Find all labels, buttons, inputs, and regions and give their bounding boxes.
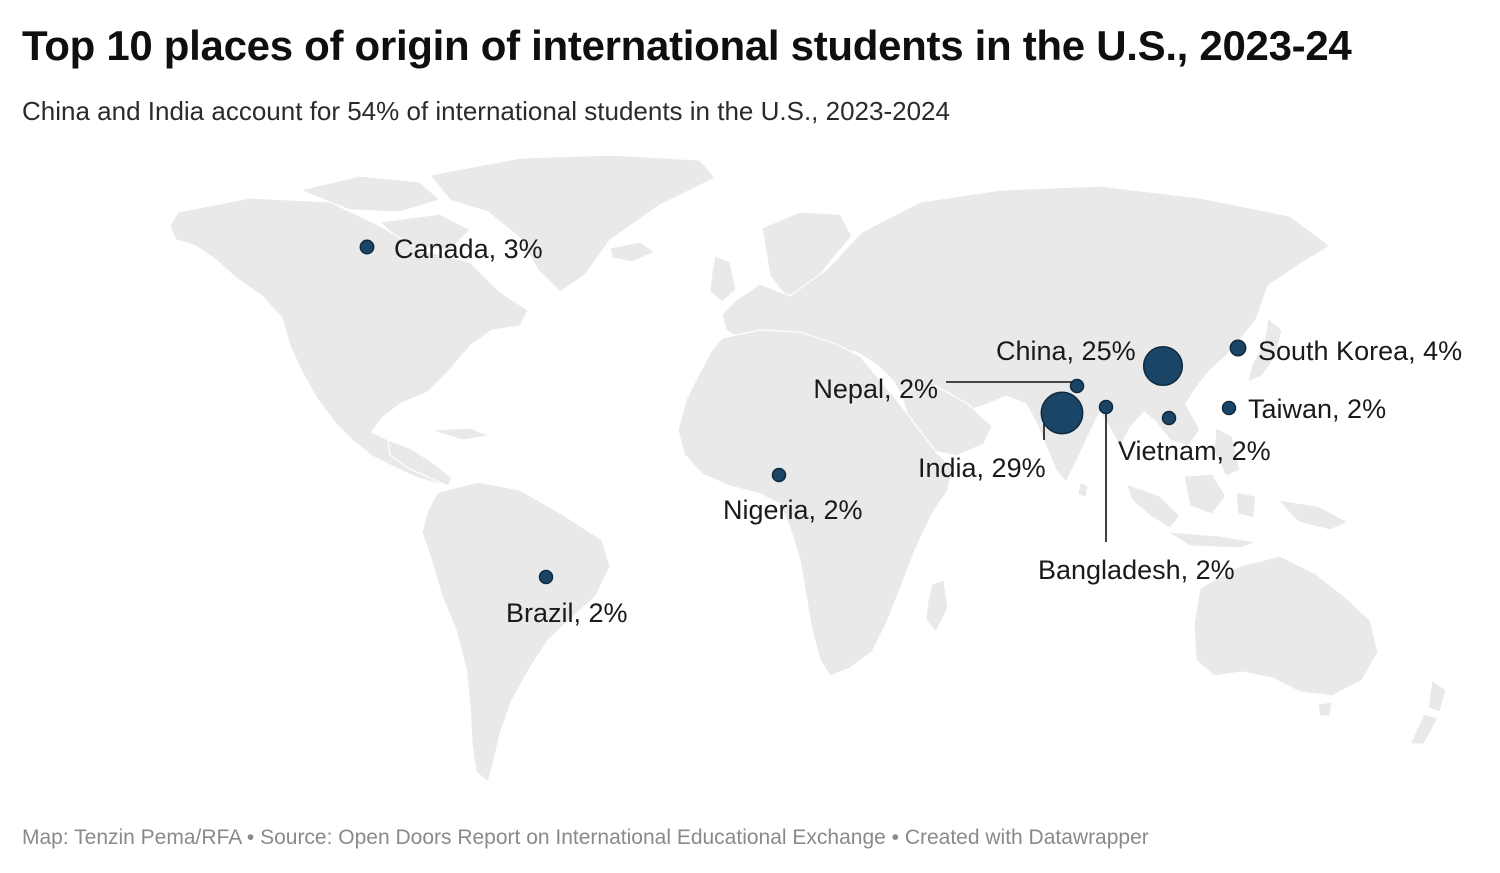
bangladesh-bubble[interactable] <box>1098 399 1114 415</box>
map-footer-credit: Map: Tenzin Pema/RFA • Source: Open Door… <box>22 826 1149 849</box>
taiwan-bubble[interactable] <box>1221 400 1237 416</box>
africa-shape <box>677 329 953 677</box>
madagascar-shape <box>925 579 949 634</box>
taiwan-label: Taiwan, 2% <box>1248 394 1386 424</box>
country-bubbles <box>359 239 1247 585</box>
map-subtitle: China and India account for 54% of inter… <box>22 96 950 126</box>
new-zealand-shape <box>1427 678 1447 713</box>
indonesia-shape <box>1124 483 1181 529</box>
sri-lanka-shape <box>1077 481 1089 499</box>
nigeria-bubble[interactable] <box>771 467 787 483</box>
central-america-shape <box>387 439 453 487</box>
canada-bubble[interactable] <box>359 239 375 255</box>
china-bubble[interactable] <box>1142 345 1184 387</box>
south-korea-bubble[interactable] <box>1229 339 1247 357</box>
new-guinea-shape <box>1276 499 1350 531</box>
arctic-islands-shape <box>298 175 442 213</box>
nepal-bubble[interactable] <box>1069 378 1085 394</box>
uk-shape <box>709 255 737 303</box>
nepal-label: Nepal, 2% <box>813 374 938 404</box>
land-masses <box>169 154 1447 784</box>
south-america-shape <box>421 481 611 784</box>
vietnam-label: Vietnam, 2% <box>1118 436 1271 466</box>
brazil-bubble[interactable] <box>538 569 554 585</box>
map-title: Top 10 places of origin of international… <box>22 22 1352 69</box>
new-zealand-shape <box>1409 713 1439 745</box>
india-bubble[interactable] <box>1040 391 1084 435</box>
south-korea-label: South Korea, 4% <box>1258 336 1462 366</box>
tasmania-shape <box>1317 701 1333 717</box>
caribbean-shape <box>429 427 493 441</box>
australia-shape <box>1193 555 1379 697</box>
greenland-shape <box>428 154 716 293</box>
vietnam-bubble[interactable] <box>1161 410 1177 426</box>
indonesia-shape <box>1183 473 1227 515</box>
canada-label: Canada, 3% <box>394 234 543 264</box>
iceland-shape <box>609 241 657 263</box>
country-labels: Canada, 3% South Korea, 4% China, 25% Ne… <box>394 234 1462 628</box>
japan-shape <box>1247 316 1283 384</box>
indonesia-shape <box>1167 531 1259 549</box>
china-label: China, 25% <box>996 336 1136 366</box>
bangladesh-label: Bangladesh, 2% <box>1038 555 1235 585</box>
indonesia-shape <box>1235 491 1257 519</box>
philippines-shape <box>1213 427 1241 477</box>
nigeria-label: Nigeria, 2% <box>723 495 863 525</box>
brazil-label: Brazil, 2% <box>506 598 628 628</box>
india-label: India, 29% <box>918 453 1046 483</box>
